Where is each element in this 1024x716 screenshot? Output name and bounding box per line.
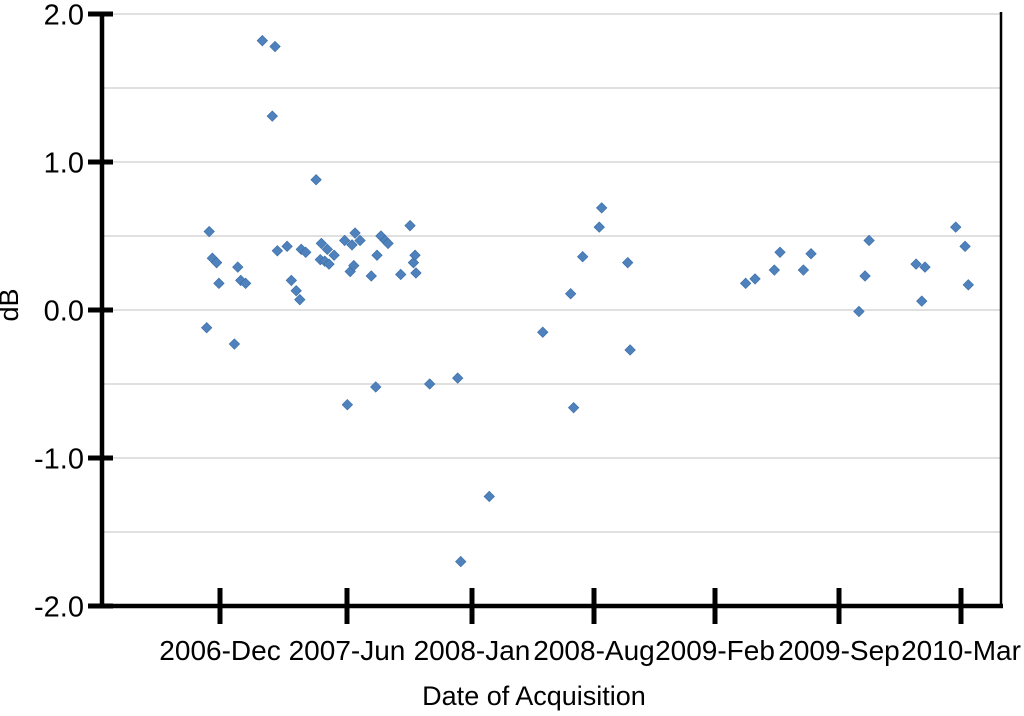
x-tick-label: 2009-Sep <box>778 635 899 666</box>
x-tick-label: 2010-Mar <box>901 635 1021 666</box>
x-tick-label: 2007-Jun <box>289 635 406 666</box>
data-point-marker <box>774 246 786 258</box>
data-point-marker <box>797 264 810 276</box>
data-point-marker <box>382 237 394 250</box>
data-point-marker <box>576 251 589 263</box>
x-tick-label: 2009-Feb <box>655 635 775 666</box>
data-point-marker <box>256 34 269 47</box>
y-tick-label: -1.0 <box>34 443 84 475</box>
data-point-marker <box>370 381 382 393</box>
data-point-marker <box>593 221 605 233</box>
data-point-marker <box>962 279 974 291</box>
data-point-marker <box>349 227 361 239</box>
data-point-marker <box>239 277 252 290</box>
data-point-marker <box>739 277 752 290</box>
data-point-marker <box>919 261 931 273</box>
data-point-marker <box>483 490 495 503</box>
data-point-marker <box>321 243 333 255</box>
x-axis-title: Date of Acquisition <box>422 681 646 711</box>
gridlines <box>102 13 1001 533</box>
y-tick-label: 0.0 <box>44 295 84 327</box>
y-axis-tick-labels: 2.0 1.0 0.0 -1.0 -2.0 <box>34 0 84 623</box>
y-tick-label: -2.0 <box>34 591 84 623</box>
data-point-marker <box>567 402 580 414</box>
data-point-marker <box>853 305 865 318</box>
data-point-marker <box>285 274 298 287</box>
data-point-marker <box>452 372 464 384</box>
data-point-marker <box>323 258 335 270</box>
data-point-marker <box>338 234 351 247</box>
data-point-marker <box>266 110 278 122</box>
data-point-marker <box>346 239 358 251</box>
data-point-marker <box>404 219 416 232</box>
data-point-marker <box>348 259 360 272</box>
data-point-marker <box>805 248 817 260</box>
data-point-marker <box>768 264 781 276</box>
data-points <box>200 34 974 568</box>
data-point-marker <box>910 258 922 270</box>
data-point-marker <box>269 40 281 53</box>
data-point-marker <box>315 237 328 250</box>
data-point-marker <box>294 293 306 306</box>
data-point-marker <box>203 225 215 238</box>
data-point-marker <box>424 378 436 390</box>
data-point-marker <box>200 322 213 334</box>
data-point-marker <box>395 268 407 281</box>
data-point-marker <box>959 240 971 253</box>
x-tick-label: 2006-Dec <box>159 635 280 666</box>
data-point-marker <box>950 221 962 233</box>
data-point-marker <box>916 295 928 307</box>
data-point-marker <box>863 234 875 247</box>
data-point-marker <box>410 267 422 279</box>
data-point-marker <box>595 202 608 214</box>
data-point-marker <box>281 240 293 253</box>
data-point-marker <box>365 270 377 282</box>
data-point-marker <box>213 277 225 290</box>
data-point-marker <box>354 234 366 247</box>
data-point-marker <box>749 273 761 285</box>
data-point-marker <box>328 249 340 261</box>
x-tick-label: 2008-Aug <box>533 635 654 666</box>
x-axis-tick-labels: 2006-Dec 2007-Jun 2008-Jan 2008-Aug 2009-Feb… <box>159 635 1021 666</box>
data-point-marker <box>859 270 871 282</box>
data-point-marker <box>228 338 241 350</box>
data-point-marker <box>624 344 636 356</box>
data-point-marker <box>310 174 322 186</box>
y-tick-label: 2.0 <box>44 0 84 31</box>
y-tick-label: 1.0 <box>44 147 84 179</box>
data-point-marker <box>537 326 549 338</box>
data-point-marker <box>622 256 634 269</box>
data-point-marker <box>455 555 467 568</box>
data-point-marker <box>300 246 312 258</box>
y-axis-title: dB <box>0 288 24 321</box>
data-point-marker <box>341 399 354 411</box>
x-axis-ticks <box>217 588 964 624</box>
data-point-marker <box>407 256 420 269</box>
data-point-marker <box>371 249 383 261</box>
data-point-marker <box>210 256 223 269</box>
data-point-marker <box>271 245 284 257</box>
data-point-marker <box>564 288 577 300</box>
data-point-marker <box>409 249 421 261</box>
data-point-marker <box>290 285 302 297</box>
y-axis-ticks <box>88 11 113 609</box>
x-tick-label: 2008-Jan <box>414 635 531 666</box>
data-point-marker <box>232 261 244 273</box>
